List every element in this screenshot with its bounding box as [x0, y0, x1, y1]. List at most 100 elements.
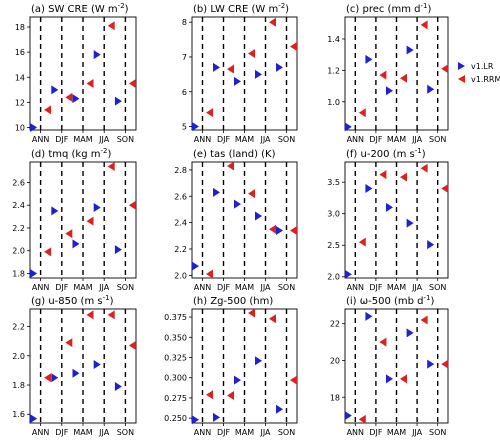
marker-rrm [379, 337, 387, 347]
y-tick-label: 7 [182, 53, 187, 62]
x-tick-label: JJA [259, 283, 271, 292]
y-tick-label: 1.6 [12, 410, 25, 419]
panel-e: ANN DJF MAM JJA SON 2.0 2.2 2.4 2.6 2.8 (e) tas (l… [174, 149, 298, 292]
marker-rrm [86, 79, 94, 89]
marker-lr [93, 202, 101, 212]
y-tick-label: 20 [330, 356, 340, 365]
y-tick-label: 18 [330, 393, 340, 402]
marker-lr [234, 375, 241, 385]
x-tick-label: SON [278, 283, 295, 292]
x-tick-label: JJA [411, 283, 423, 292]
marker-lr [213, 62, 220, 72]
marker-rrm [128, 341, 136, 351]
x-tick-label: ANN [32, 428, 49, 437]
y-tick-label: 2.0 [327, 273, 340, 282]
x-tick-label: JJA [98, 283, 110, 292]
marker-rrm [379, 170, 387, 180]
y-tick-label: 18 [15, 23, 25, 32]
y-tick-label: 2.6 [12, 178, 25, 187]
y-tick-label: 12 [15, 98, 25, 107]
y-tick-label: 2.4 [174, 219, 187, 228]
x-tick-label: MAM [73, 283, 92, 292]
panel-title: (e) tas (land) (K) [193, 149, 276, 160]
x-tick-label: SON [278, 428, 295, 437]
marker-lr [30, 122, 38, 132]
marker-lr [192, 261, 199, 271]
panel-title: (g) u-850 (m s-1) [31, 294, 114, 307]
y-tick-label: 2.2 [12, 224, 25, 233]
marker-rrm [269, 224, 276, 234]
y-tick-label: 22 [330, 320, 340, 329]
panel-h: ANN DJF MAM JJA SON 0.250 0.275 0.300 0.325 0.350… [164, 296, 298, 437]
marker-rrm [107, 162, 115, 172]
marker-lr [406, 218, 414, 228]
x-tick-label: JJA [411, 428, 423, 437]
marker-rrm [65, 92, 73, 102]
y-tick-label: 1.0 [327, 98, 340, 107]
marker-rrm [400, 374, 407, 384]
legend: v1.LR v1.RRM [458, 62, 500, 84]
marker-rrm [441, 183, 449, 193]
marker-lr [344, 411, 352, 421]
marker-rrm [44, 373, 52, 383]
x-tick-label: DJF [55, 428, 69, 437]
marker-rrm [420, 20, 428, 30]
x-tick-label: JJA [98, 135, 110, 144]
marker-rrm [248, 189, 255, 199]
x-tick-label: JJA [259, 428, 271, 437]
marker-rrm [65, 229, 73, 239]
marker-lr [72, 239, 80, 249]
x-tick-label: DJF [369, 428, 383, 437]
y-tick-label: 0.375 [164, 313, 187, 322]
y-tick-label: 1.2 [327, 66, 340, 75]
y-tick-label: 10 [15, 123, 25, 132]
marker-rrm [379, 70, 387, 80]
marker-lr [255, 211, 262, 221]
x-tick-label: DJF [369, 135, 383, 144]
marker-lr [114, 96, 122, 106]
x-tick-label: SON [429, 135, 446, 144]
marker-rrm [420, 315, 428, 325]
y-tick-label: 2.5 [327, 241, 340, 250]
y-tick-label: 3.5 [327, 178, 340, 187]
panel-a: ANN DJF MAM JJA SON 10 12 14 16 18 (a) SW CRE (W m… [15, 2, 137, 144]
marker-lr [276, 62, 283, 72]
marker-lr [234, 76, 241, 86]
marker-lr [72, 94, 80, 104]
marker-rrm [358, 414, 366, 424]
marker-lr [192, 415, 199, 425]
x-tick-label: JJA [259, 135, 271, 144]
marker-lr [276, 404, 283, 414]
x-tick-label: ANN [194, 428, 211, 437]
marker-rrm [269, 17, 276, 27]
x-tick-label: DJF [217, 283, 231, 292]
marker-lr [276, 226, 283, 236]
y-tick-label: 2.2 [174, 245, 187, 254]
legend-label: v1.LR [471, 62, 494, 71]
marker-rrm [290, 375, 297, 385]
panel-title: (b) LW CRE (W m-2) [193, 2, 289, 15]
marker-lr [213, 412, 220, 422]
marker-rrm [400, 172, 407, 182]
x-tick-label: SON [429, 283, 446, 292]
x-tick-label: MAM [235, 135, 254, 144]
panel-title: (i) ω-500 (mb d-1) [346, 294, 435, 307]
x-tick-label: ANN [347, 428, 364, 437]
y-tick-label: 1.4 [327, 35, 340, 44]
x-tick-label: JJA [411, 135, 423, 144]
panel-title: (h) Zg-500 (hm) [193, 296, 273, 307]
y-tick-label: 0.275 [164, 394, 187, 403]
x-tick-label: ANN [32, 135, 49, 144]
x-tick-label: ANN [32, 283, 49, 292]
panel-title: (f) u-200 (m s-1) [346, 147, 426, 160]
marker-rrm [128, 200, 136, 210]
marker-lr [30, 268, 38, 278]
y-tick-label: 5 [182, 123, 187, 132]
marker-lr [365, 311, 373, 321]
y-tick-label: 2.2 [12, 323, 25, 332]
panel-g: ANN DJF MAM JJA SON 1.6 1.8 2.0 2.2 (g) u-850 (m … [12, 294, 137, 437]
y-tick-label: 2.0 [174, 271, 187, 280]
marker-lr [365, 54, 373, 64]
x-tick-label: MAM [73, 135, 92, 144]
y-tick-label: 1.8 [12, 269, 25, 278]
